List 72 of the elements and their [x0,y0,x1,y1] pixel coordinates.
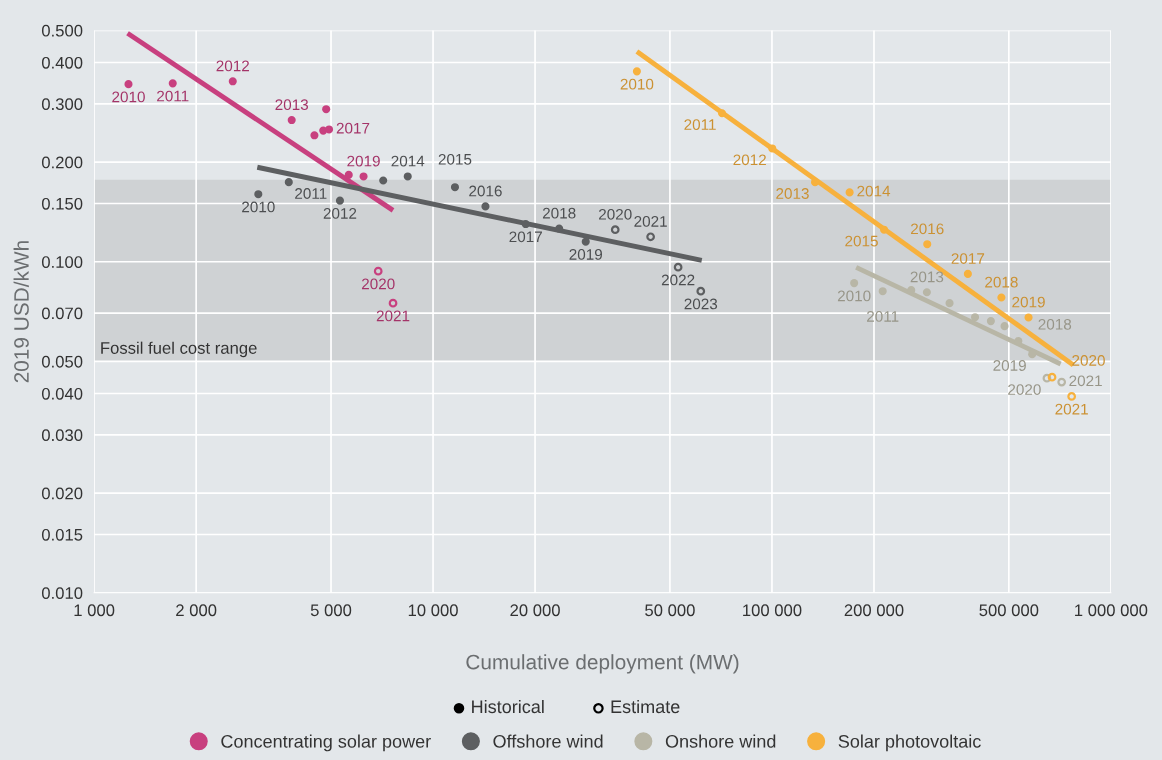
band-label: Fossil fuel cost range [101,341,257,358]
annotation: 2013 [910,271,944,283]
y-tick-label: 0.020 [41,487,83,500]
y-tick-label: 0.040 [41,387,83,400]
y-tick-label: 0.150 [41,197,83,210]
annotation: 2017 [951,253,985,264]
annotation: 2019 [569,249,603,260]
annotation: 2021 [634,215,667,227]
annotation: 2019 [993,360,1026,371]
annotation: 2020 [361,278,395,290]
annotation: 2021 [1055,403,1088,415]
annotation: 2010 [620,78,654,90]
annotation: 2018 [985,276,1018,288]
annotation: 2010 [837,290,871,302]
y-tick-label: 0.030 [41,429,83,442]
legend-label: Solar photovoltaic [838,734,981,752]
annotation: 2022 [661,274,695,286]
annotation: 2011 [867,311,899,322]
annotation: 2015 [438,153,472,165]
x-tick-label: 2 000 [176,604,217,617]
y-tick-label: 0.300 [41,98,83,111]
x-tick-label: 200 000 [844,604,904,617]
x-tick-label: 10 000 [408,604,458,617]
annotation: 2014 [391,155,425,167]
y-tick-label: 0.200 [41,156,83,169]
x-tick-label: 20 000 [510,604,560,617]
x-tick-label: 1 000 [74,604,115,617]
annotation: 2020 [1072,355,1105,366]
annotation: 2018 [1038,318,1072,330]
annotation: 2019 [1012,296,1045,308]
annotation: 2017 [509,231,542,243]
annotation: 2016 [911,223,944,235]
x-axis-title: Cumulative deployment (MW) [466,654,739,674]
x-tick-label: 5 000 [310,604,352,617]
annotation: 2010 [112,91,145,103]
y-tick-label: 0.015 [41,528,83,541]
annotation: 2011 [157,90,189,102]
annotation: 2015 [845,235,878,247]
annotation: 2012 [323,207,357,219]
legend-label: Onshore wind [665,734,776,748]
y-tick-label: 0.070 [41,307,83,320]
annotation: 2021 [1069,375,1102,387]
annotation: 2012 [216,60,249,72]
y-tick-label: 0.400 [41,56,83,69]
annotation: 2017 [336,122,370,134]
annotation: 2019 [347,155,380,167]
annotation: 2020 [599,208,632,220]
annotation: 2011 [684,119,716,131]
y-tick-label: 0.050 [41,355,83,368]
annotation: 2014 [857,185,891,197]
y-tick-label: 0.100 [41,256,83,268]
annotation: 2013 [776,188,809,199]
text: Estimate [611,699,680,714]
x-tick-label: 100 000 [743,604,802,617]
x-tick-label: 1 000 000 [1075,604,1148,617]
annotation: 2012 [733,154,766,166]
y-tick-label: 0.010 [41,587,83,599]
legend-label: Offshore wind [493,734,603,748]
legend-label: Concentrating solar power [221,734,431,752]
y-axis-title: 2019 USD/kWh [13,241,29,383]
annotation: 2023 [684,298,718,310]
y-tick-label: 0.500 [41,24,83,37]
x-tick-label: 500 000 [979,604,1039,617]
x-tick-label: 50 000 [645,604,695,617]
annotation: 2013 [275,99,309,111]
annotation: 2020 [1008,384,1041,395]
annotation: 2016 [469,185,502,197]
annotation: 2021 [376,310,410,322]
annotation: 2010 [242,201,275,213]
annotation: 2018 [542,207,576,219]
annotation: 2011 [295,188,327,199]
text: Historical [472,699,544,714]
